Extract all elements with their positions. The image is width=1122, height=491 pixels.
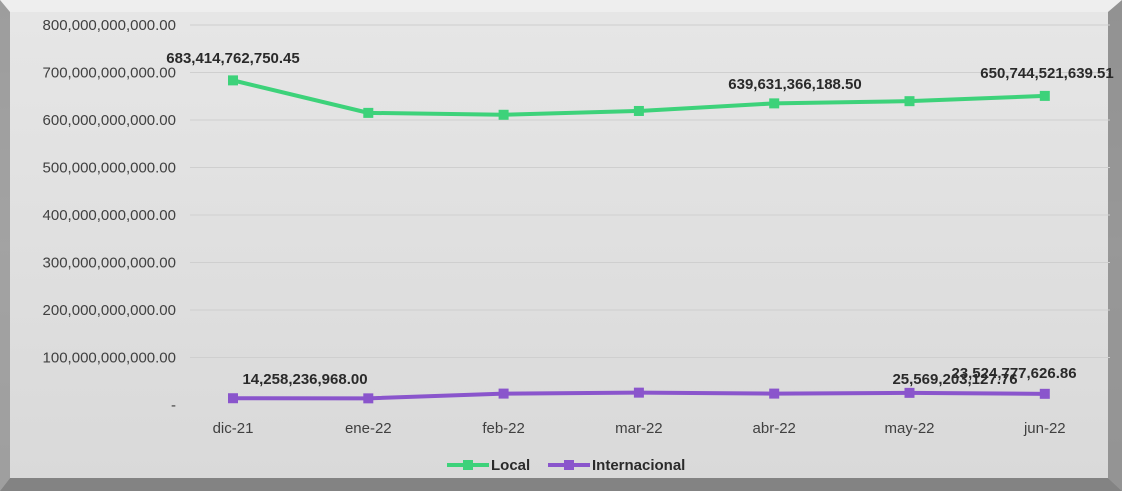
y-tick-label: 100,000,000,000.00 bbox=[43, 350, 176, 367]
bevel-top bbox=[0, 0, 1122, 12]
data-label: 14,258,236,968.00 bbox=[242, 371, 367, 388]
series-lines bbox=[228, 75, 1050, 404]
bevel-left bbox=[0, 0, 10, 491]
data-point-local bbox=[498, 109, 509, 120]
legend: Local Internacional bbox=[447, 457, 685, 474]
data-label: 683,414,762,750.45 bbox=[166, 50, 299, 67]
x-tick-label: may-22 bbox=[884, 420, 934, 437]
legend-label-local: Local bbox=[491, 457, 530, 474]
data-point-local bbox=[363, 107, 374, 118]
x-tick-label: feb-22 bbox=[482, 420, 525, 437]
data-point-local bbox=[633, 105, 644, 116]
x-tick-label: mar-22 bbox=[615, 420, 663, 437]
data-point-local bbox=[228, 75, 238, 86]
y-tick-label: - bbox=[171, 397, 176, 414]
bevel-bottom bbox=[0, 478, 1122, 491]
y-tick-label: 600,000,000,000.00 bbox=[43, 112, 176, 129]
data-point-internacional bbox=[904, 387, 915, 398]
data-point-local bbox=[769, 98, 780, 109]
y-tick-label: 300,000,000,000.00 bbox=[43, 255, 176, 272]
legend-label-internacional: Internacional bbox=[592, 457, 685, 474]
legend-marker-internacional bbox=[564, 460, 574, 470]
x-tick-label: jun-22 bbox=[1023, 420, 1066, 437]
y-tick-label: 800,000,000,000.00 bbox=[43, 17, 176, 34]
gridlines bbox=[190, 24, 1110, 358]
data-point-internacional bbox=[498, 388, 509, 399]
data-point-local bbox=[904, 96, 915, 107]
data-point-internacional bbox=[633, 387, 644, 398]
data-label: 23,524,777,626.86 bbox=[951, 365, 1076, 382]
y-tick-label: 500,000,000,000.00 bbox=[43, 160, 176, 177]
data-point-internacional bbox=[769, 388, 780, 399]
chart-inner-area bbox=[10, 12, 1108, 478]
y-axis: 800,000,000,000.00 700,000,000,000.00 600,… bbox=[43, 17, 176, 414]
x-axis: dic-21 ene-22 feb-22 mar-22 abr-22 may-22 jun-… bbox=[213, 420, 1066, 437]
data-point-local bbox=[1039, 90, 1050, 101]
y-tick-label: 700,000,000,000.00 bbox=[43, 65, 176, 82]
x-tick-label: abr-22 bbox=[753, 420, 796, 437]
bevel-right bbox=[1108, 0, 1122, 491]
legend-marker-local bbox=[463, 460, 473, 470]
data-label: 25,569,203,127.76 bbox=[892, 371, 1017, 388]
data-point-internacional bbox=[228, 393, 238, 404]
data-point-internacional bbox=[1039, 388, 1050, 399]
data-labels: 683,414,762,750.45 639,631,366,188.50 650,… bbox=[166, 50, 1113, 388]
y-tick-label: 200,000,000,000.00 bbox=[43, 302, 176, 319]
data-label: 639,631,366,188.50 bbox=[728, 76, 861, 93]
x-tick-label: dic-21 bbox=[213, 420, 254, 437]
y-tick-label: 400,000,000,000.00 bbox=[43, 207, 176, 224]
x-tick-label: ene-22 bbox=[345, 420, 392, 437]
data-label: 650,744,521,639.51 bbox=[980, 65, 1113, 82]
data-point-internacional bbox=[363, 393, 374, 404]
